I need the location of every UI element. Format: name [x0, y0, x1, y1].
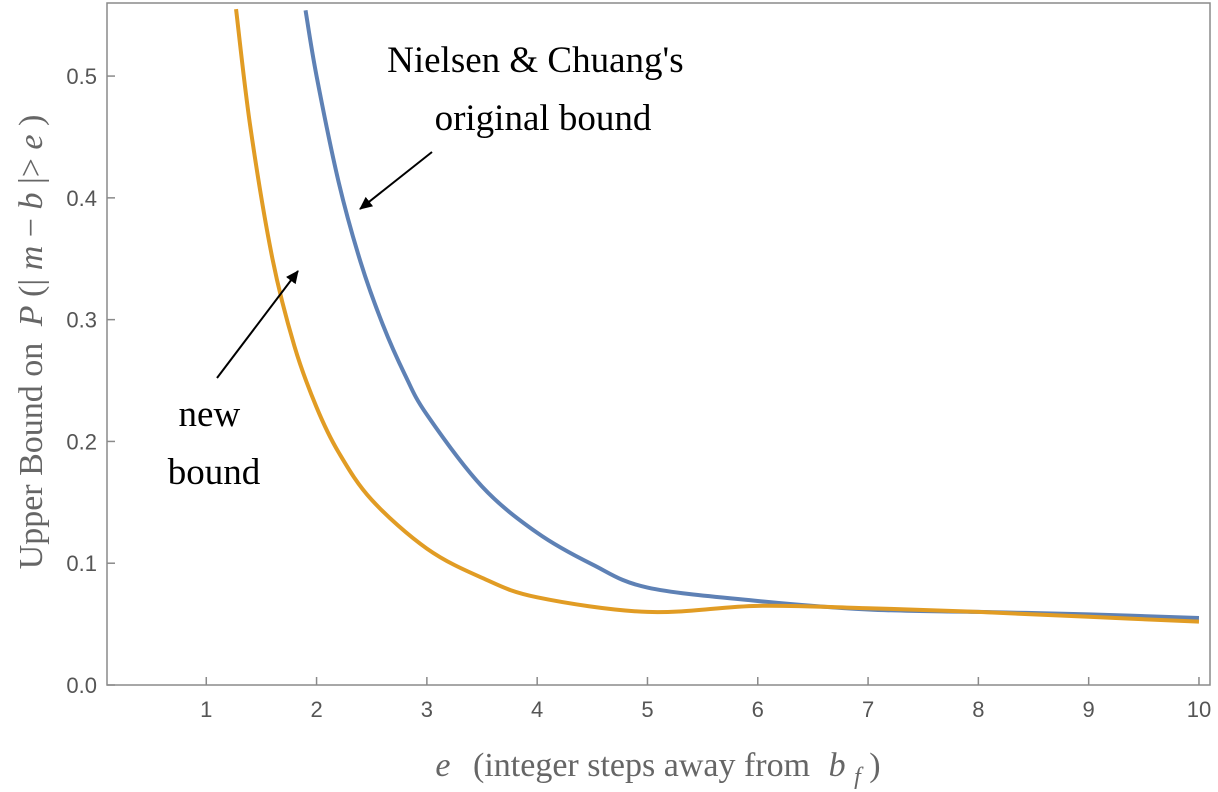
series-line-new-bound	[234, 8, 1200, 624]
x-axis-title-sub: f	[854, 764, 864, 790]
y-axis-title: Upper Bound on P (| m − b |> e )	[13, 115, 50, 570]
annotation-new-arrow	[216, 270, 299, 379]
annotation-new-line-1: new	[179, 394, 241, 435]
y-tick-label: 0.3	[66, 308, 97, 333]
series-layer	[234, 8, 1200, 624]
x-tick-label: 8	[972, 697, 984, 722]
annotation-original-line-2: original bound	[435, 98, 652, 139]
x-tick-label: 10	[1187, 697, 1211, 722]
annotation-original-line-1: Nielsen & Chuang's	[387, 40, 683, 81]
y-tick-label: 0.0	[66, 673, 97, 698]
x-tick-label: 9	[1083, 697, 1095, 722]
x-tick-label: 5	[641, 697, 653, 722]
y-axis-title-m: m	[13, 246, 50, 271]
y-tick-label: 0.5	[66, 64, 97, 89]
annotation-original-bound: Nielsen & Chuang's original bound	[387, 40, 693, 139]
x-tick-label: 1	[200, 697, 212, 722]
y-tick-label: 0.2	[66, 429, 97, 454]
x-axis-title: e (integer steps away from b f )	[435, 747, 880, 792]
x-axis-title-close: )	[869, 747, 880, 784]
x-axis-title-text: (integer steps away from	[473, 747, 810, 784]
y-tick-label: 0.4	[66, 186, 97, 211]
y-axis-title-b: b	[13, 193, 50, 210]
x-axis-title-var: e	[435, 747, 450, 784]
y-axis-title-minus: −	[13, 218, 50, 237]
y-axis-title-p: P	[13, 305, 50, 327]
x-tick-label: 6	[752, 697, 764, 722]
y-axis-title-open: (|	[13, 279, 50, 297]
x-tick-label: 3	[421, 697, 433, 722]
annotation-new-line-2: bound	[168, 452, 261, 493]
plot-frame	[106, 2, 1211, 686]
y-axis-ticks: 0.0 0.1 0.2 0.3 0.4 0.5	[66, 64, 115, 698]
x-tick-label: 2	[310, 697, 322, 722]
x-axis-title-var2: b	[829, 747, 846, 784]
x-tick-label: 4	[531, 697, 543, 722]
annotation-original-arrow	[359, 151, 433, 210]
y-axis-title-close1: |>	[13, 158, 50, 184]
x-tick-label: 7	[862, 697, 874, 722]
y-axis-title-e: e	[13, 134, 50, 149]
y-axis-title-close2: )	[13, 115, 50, 126]
y-tick-label: 0.1	[66, 551, 97, 576]
x-axis-ticks: 1 2 3 4 5 6 7 8 9 10	[200, 677, 1211, 722]
y-axis-title-text: Upper Bound on	[13, 343, 50, 570]
annotation-new-bound: new bound	[168, 394, 261, 493]
